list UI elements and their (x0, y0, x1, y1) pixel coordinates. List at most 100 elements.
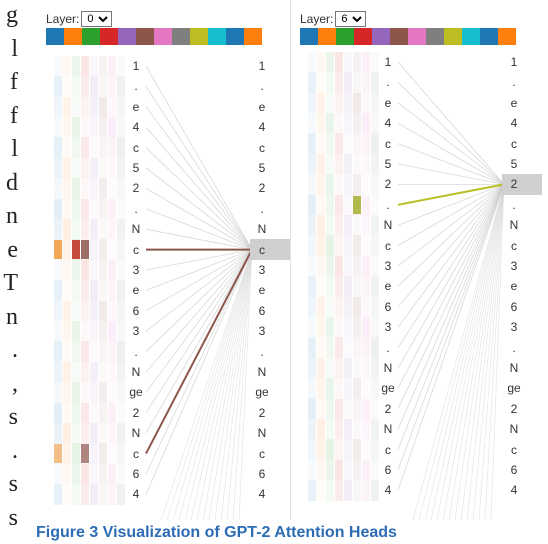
right-token[interactable]: N (509, 218, 519, 233)
left-token[interactable]: . (386, 197, 390, 212)
right-token[interactable]: c (511, 442, 517, 457)
right-token[interactable]: . (260, 201, 264, 216)
right-token[interactable]: 4 (258, 120, 266, 135)
right-token[interactable]: 4 (510, 116, 518, 131)
left-token[interactable]: 4 (132, 487, 140, 502)
right-token[interactable]: . (512, 197, 516, 212)
right-token[interactable]: N (257, 426, 267, 441)
head-swatch[interactable] (462, 28, 480, 45)
left-token[interactable]: c (133, 140, 139, 155)
left-token[interactable]: 4 (384, 116, 392, 131)
right-token[interactable]: 2 (510, 401, 518, 416)
left-token[interactable]: 6 (384, 299, 392, 314)
head-swatch[interactable] (372, 28, 390, 45)
right-token[interactable]: 1 (258, 59, 266, 73)
head-swatch[interactable] (46, 28, 64, 45)
left-token[interactable]: 5 (132, 161, 140, 175)
left-token[interactable]: c (133, 446, 139, 461)
right-token[interactable]: 2 (258, 181, 266, 196)
left-token[interactable]: ge (129, 385, 143, 400)
right-token[interactable]: N (509, 361, 519, 375)
right-token[interactable]: 2 (258, 405, 266, 420)
left-token[interactable]: N (131, 365, 141, 379)
right-token[interactable]: . (512, 340, 516, 355)
left-token[interactable]: 1 (132, 59, 140, 73)
right-token[interactable]: N (509, 422, 519, 437)
right-token[interactable]: 5 (258, 161, 266, 175)
right-token[interactable]: c (259, 242, 265, 257)
left-token[interactable]: . (134, 79, 138, 94)
right-token[interactable]: e (510, 279, 518, 294)
left-token[interactable]: 4 (132, 120, 140, 135)
left-token[interactable]: 6 (132, 303, 140, 318)
left-token[interactable]: c (133, 242, 139, 257)
left-token[interactable]: N (131, 222, 141, 237)
right-token[interactable]: 4 (510, 483, 518, 498)
right-token[interactable]: ge (507, 381, 521, 396)
left-token[interactable]: . (134, 344, 138, 359)
right-token[interactable]: c (511, 136, 517, 151)
left-token[interactable]: N (383, 422, 393, 437)
left-token[interactable]: e (384, 95, 392, 110)
head-swatch[interactable] (426, 28, 444, 45)
left-token[interactable]: N (383, 361, 393, 375)
left-token[interactable]: ge (381, 381, 395, 396)
head-swatch[interactable] (390, 28, 408, 45)
head-swatch[interactable] (154, 28, 172, 45)
head-swatch[interactable] (172, 28, 190, 45)
head-swatch[interactable] (190, 28, 208, 45)
right-token[interactable]: . (512, 75, 516, 90)
right-token[interactable]: e (510, 95, 518, 110)
head-swatch[interactable] (136, 28, 154, 45)
head-swatch[interactable] (82, 28, 100, 45)
left-token[interactable]: . (386, 75, 390, 90)
right-token[interactable]: 6 (510, 463, 518, 477)
right-token[interactable]: 3 (258, 263, 266, 277)
right-token[interactable]: 1 (510, 55, 518, 69)
left-token[interactable]: c (385, 136, 391, 151)
right-token[interactable]: ge (255, 385, 269, 400)
right-token[interactable]: 6 (258, 303, 266, 318)
layer-select[interactable]: 0 (81, 11, 113, 27)
right-token[interactable]: 6 (510, 299, 518, 314)
left-token[interactable]: 2 (384, 401, 392, 416)
left-token[interactable]: 3 (384, 259, 392, 273)
right-token[interactable]: N (257, 222, 267, 237)
right-token[interactable]: 6 (258, 467, 266, 481)
right-token[interactable]: c (259, 140, 265, 155)
right-token[interactable]: c (259, 446, 265, 461)
head-swatch[interactable] (444, 28, 462, 45)
head-swatch[interactable] (408, 28, 426, 45)
left-token[interactable]: 3 (384, 320, 392, 335)
left-token[interactable]: 1 (384, 55, 392, 69)
left-token[interactable]: 3 (132, 263, 140, 277)
right-token[interactable]: 5 (510, 157, 518, 171)
right-token[interactable]: 3 (258, 324, 266, 339)
head-swatch[interactable] (480, 28, 498, 45)
right-token[interactable]: c (511, 238, 517, 253)
head-swatch[interactable] (498, 28, 516, 45)
left-token[interactable]: 4 (384, 483, 392, 498)
right-token[interactable]: 3 (510, 259, 518, 273)
right-token[interactable]: 4 (258, 487, 266, 502)
left-token[interactable]: 2 (132, 405, 140, 420)
left-token[interactable]: 2 (384, 177, 392, 192)
left-token[interactable]: 3 (132, 324, 140, 339)
left-token[interactable]: e (132, 99, 140, 114)
right-token[interactable]: e (258, 283, 266, 298)
left-token[interactable]: e (132, 283, 140, 298)
right-token[interactable]: N (257, 365, 267, 379)
layer-select[interactable]: 6 (335, 11, 367, 27)
left-token[interactable]: . (386, 340, 390, 355)
left-token[interactable]: 5 (384, 157, 392, 171)
right-token[interactable]: e (258, 99, 266, 114)
right-token[interactable]: 2 (510, 177, 518, 192)
head-swatch[interactable] (64, 28, 82, 45)
right-token[interactable]: . (260, 79, 264, 94)
head-swatch[interactable] (118, 28, 136, 45)
head-swatch[interactable] (318, 28, 336, 45)
right-token[interactable]: 3 (510, 320, 518, 335)
left-token[interactable]: 6 (384, 463, 392, 477)
left-token[interactable]: c (385, 238, 391, 253)
right-token[interactable]: . (260, 344, 264, 359)
